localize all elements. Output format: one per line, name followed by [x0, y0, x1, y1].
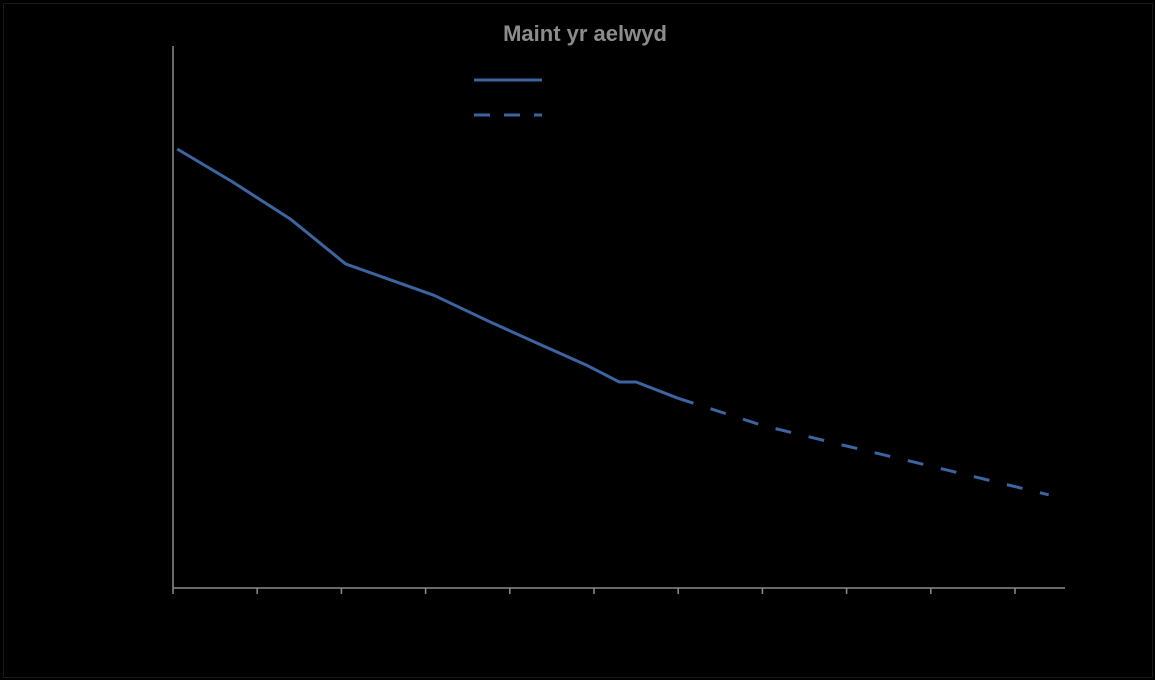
axes — [172, 46, 1065, 594]
plot-area — [176, 147, 1050, 497]
x-ticks — [172, 588, 1016, 594]
chart-title: Maint yr aelwyd — [503, 21, 667, 46]
chart-frame — [3, 3, 1153, 678]
series-line-dashed — [677, 396, 1050, 497]
series-line-solid — [176, 147, 679, 400]
legend — [474, 78, 542, 117]
